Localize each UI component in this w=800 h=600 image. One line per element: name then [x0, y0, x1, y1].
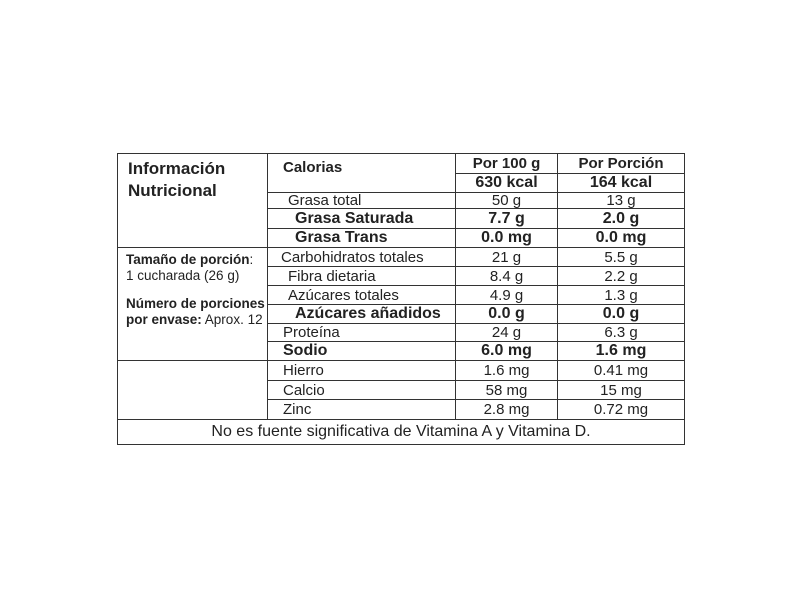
value-per100: 0.0 mg	[455, 228, 558, 248]
value-per100: 4.9 g	[455, 285, 558, 305]
nutrient-name: Grasa total	[267, 192, 456, 209]
column-header-per100: Por 100 g	[455, 153, 558, 174]
nutrient-name: Hierro	[267, 360, 456, 381]
servings-count-label: Número de porciones por envase:	[126, 296, 265, 327]
nutrient-name: Calcio	[267, 380, 456, 400]
table-row: Hierro 1.6 mg 0.41 mg	[117, 360, 685, 420]
serving-size-label: Tamaño de porción	[126, 252, 250, 267]
nutrient-name: Fibra dietaria	[267, 266, 456, 286]
value-per100: 1.6 mg	[455, 360, 558, 381]
value-portion: 2.2 g	[557, 266, 685, 286]
serving-info: Tamaño de porción: 1 cucharada (26 g) Nú…	[117, 247, 268, 361]
value-per100: 24 g	[455, 323, 558, 342]
value-portion: 13 g	[557, 192, 685, 209]
value-portion: 0.0 g	[557, 304, 685, 324]
calories-portion: 164 kcal	[557, 173, 685, 193]
nutrient-name: Carbohidratos totales	[267, 247, 456, 267]
value-portion: 2.0 g	[557, 208, 685, 229]
nutrient-name: Grasa Trans	[267, 228, 456, 248]
nutrient-name: Azúcares totales	[267, 285, 456, 305]
value-portion: 1.6 mg	[557, 341, 685, 361]
calories-label: Calorias	[267, 153, 456, 193]
value-portion: 1.3 g	[557, 285, 685, 305]
nutrient-name: Zinc	[267, 399, 456, 420]
nutrition-table: Información Nutricional Calorias Por 100…	[117, 153, 685, 445]
value-portion: 6.3 g	[557, 323, 685, 342]
table-row: Proteína 24 g 6.3 g	[118, 323, 685, 342]
value-portion: 0.41 mg	[557, 360, 685, 381]
table-row: Calcio 58 mg 15 mg	[118, 380, 685, 400]
table-row: Grasa Saturada 7.7 g 2.0 g	[118, 208, 685, 229]
table-row: Sodio 6.0 mg 1.6 mg	[118, 341, 685, 361]
nutrient-name: Grasa Saturada	[267, 208, 456, 229]
value-per100: 6.0 mg	[455, 341, 558, 361]
value-per100: 58 mg	[455, 380, 558, 400]
value-per100: 0.0 g	[455, 304, 558, 324]
calories-per100: 630 kcal	[455, 173, 558, 193]
empty-cell	[117, 360, 268, 420]
value-per100: 8.4 g	[455, 266, 558, 286]
table-row: Tamaño de porción: 1 cucharada (26 g) Nú…	[117, 247, 685, 361]
value-portion: 5.5 g	[557, 247, 685, 267]
value-portion: 0.72 mg	[557, 399, 685, 420]
nutrient-name: Proteína	[267, 323, 456, 342]
footer-note: No es fuente significativa de Vitamina A…	[117, 419, 685, 445]
servings-count-value: Aprox. 12	[204, 312, 263, 327]
value-per100: 7.7 g	[455, 208, 558, 229]
nutrient-name: Azúcares añadidos	[267, 304, 456, 324]
value-per100: 2.8 mg	[455, 399, 558, 420]
nutrition-title: Información Nutricional	[117, 153, 268, 248]
value-per100: 50 g	[455, 192, 558, 209]
column-header-portion: Por Porción	[557, 153, 685, 174]
value-per100: 21 g	[455, 247, 558, 267]
colon: :	[249, 252, 254, 267]
nutrient-name: Sodio	[267, 341, 456, 361]
table-row: Zinc 2.8 mg 0.72 mg	[118, 399, 685, 420]
value-portion: 0.0 mg	[557, 228, 685, 248]
serving-size-value: 1 cucharada (26 g)	[126, 268, 240, 283]
table-row: Fibra dietaria 8.4 g 2.2 g	[118, 266, 685, 286]
value-portion: 15 mg	[557, 380, 685, 400]
